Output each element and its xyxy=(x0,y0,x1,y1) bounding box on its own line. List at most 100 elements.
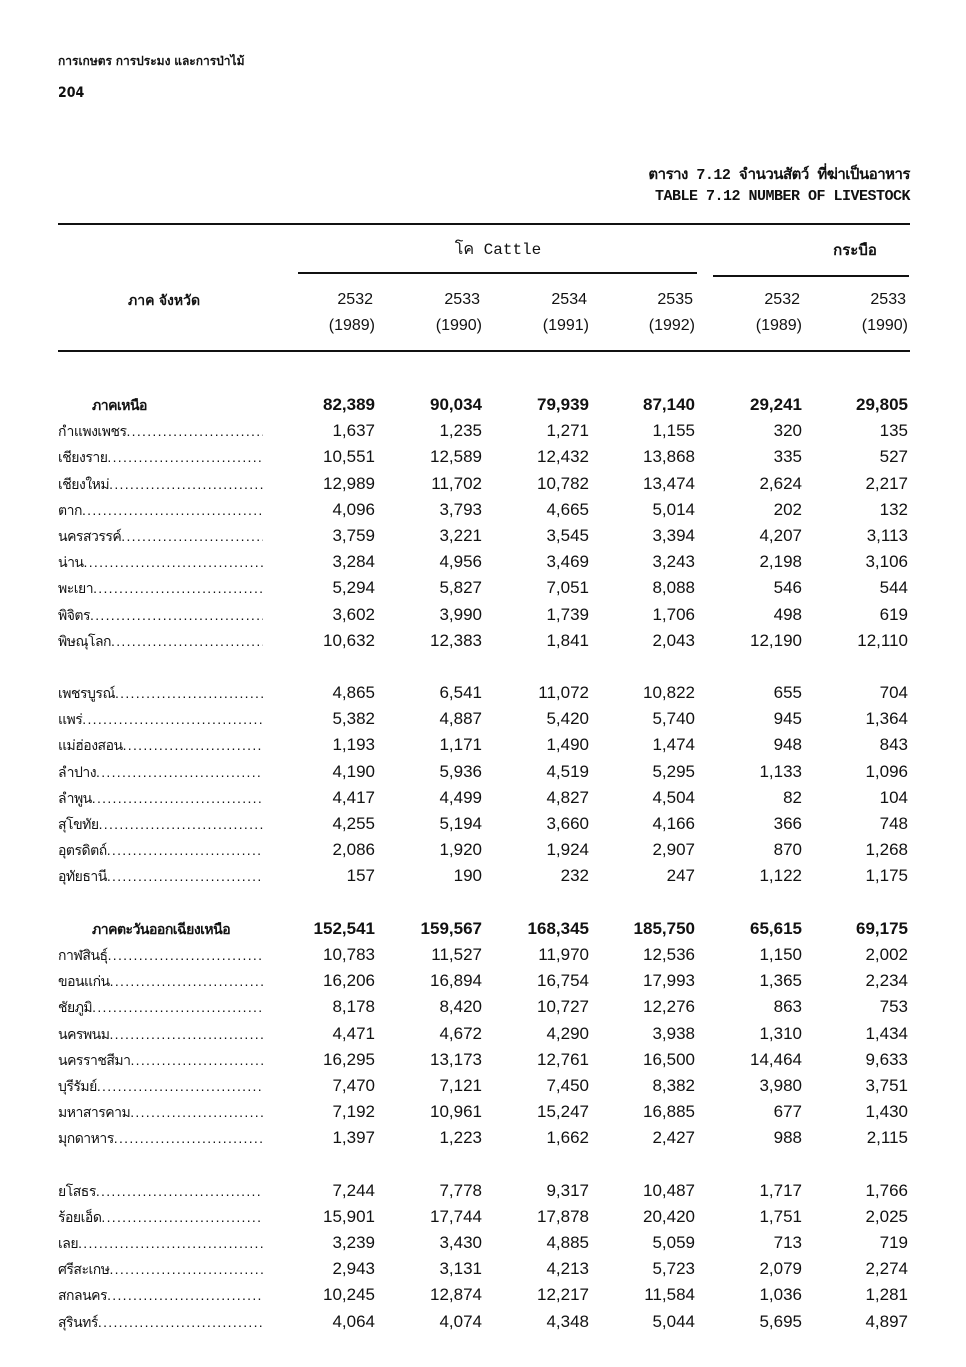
province-label: ลำพูน xyxy=(58,789,92,806)
cell-value: 29,805 xyxy=(856,395,908,414)
cell-value: 5,382 xyxy=(332,709,375,729)
province-name: ตาก.....................................… xyxy=(58,497,263,523)
cell-value: 10,632 xyxy=(323,630,375,650)
cell-value: 159,567 xyxy=(420,918,482,938)
cell-value: 4,672 xyxy=(439,1023,482,1043)
cell-value: 948 xyxy=(773,735,802,755)
cell-value: 10,961 xyxy=(430,1102,482,1122)
cell-value: 16,754 xyxy=(537,971,589,991)
cell-value: 202 xyxy=(773,499,802,519)
province-name: เพชรบูรณ์...............................… xyxy=(58,680,263,706)
cell-value: 870 xyxy=(773,840,802,860)
province-name: น่าน....................................… xyxy=(58,549,263,575)
cell-value: 753 xyxy=(879,997,908,1017)
cell-value: 1,036 xyxy=(759,1285,802,1305)
table-row: ชัยภูมิ.................................… xyxy=(0,994,966,1020)
cell-value: 5,059 xyxy=(652,1233,695,1252)
cell-value: 4,897 xyxy=(865,1311,908,1331)
cell-value: 4,885 xyxy=(546,1233,589,1252)
province-name: แพร่....................................… xyxy=(58,706,263,732)
cell-value: 157 xyxy=(346,866,375,886)
cell-value: 135 xyxy=(879,421,908,441)
cell-value: 3,113 xyxy=(866,525,908,545)
cell-value: 498 xyxy=(773,604,802,624)
cell-value: 5,044 xyxy=(652,1311,695,1331)
cell-value: 10,782 xyxy=(537,473,589,493)
buffalo-group-header: กระบือ xyxy=(833,241,877,259)
province-name: ภาคเหนือ xyxy=(92,392,292,418)
running-title: การเกษตร การประมง และการป่าไม้ xyxy=(58,54,245,68)
cell-value: 1,133 xyxy=(759,761,802,781)
cell-value: 6,541 xyxy=(439,683,482,703)
leader-dots: ........................................ xyxy=(96,763,263,780)
cell-value: 1,171 xyxy=(439,735,482,755)
column-header-year-thai: 2532 xyxy=(764,291,800,308)
column-header-year-thai: 2535 xyxy=(657,291,693,308)
cell-value: 988 xyxy=(773,1128,802,1148)
cell-value: 10,727 xyxy=(537,997,589,1017)
column-header-year-ad: (1992) xyxy=(648,317,695,334)
cell-value: 3,545 xyxy=(546,525,589,545)
cell-value: 4,096 xyxy=(332,499,375,519)
cell-value: 13,474 xyxy=(643,473,695,493)
cell-value: 2,079 xyxy=(759,1259,802,1279)
province-label: อุตรดิตถ์ xyxy=(58,842,107,859)
cell-value: 5,936 xyxy=(439,761,482,781)
cell-value: 8,088 xyxy=(652,578,695,598)
cell-value: 11,584 xyxy=(644,1285,695,1305)
cell-value: 7,051 xyxy=(546,578,589,598)
table-row: มุกดาหาร................................… xyxy=(0,1125,966,1151)
cell-value: 132 xyxy=(879,499,908,519)
cell-value: 5,723 xyxy=(652,1259,695,1279)
cell-value: 14,464 xyxy=(750,1049,802,1069)
table-row: มหาสารคาม...............................… xyxy=(0,1099,966,1125)
province-label: ภาคเหนือ xyxy=(92,397,147,413)
cell-value: 3,284 xyxy=(332,552,375,572)
cell-value: 16,894 xyxy=(430,971,482,991)
cell-value: 1,310 xyxy=(759,1023,802,1043)
cell-value: 1,637 xyxy=(332,421,375,441)
cell-value: 4,471 xyxy=(332,1023,375,1043)
cell-value: 748 xyxy=(879,814,908,833)
cell-value: 4,348 xyxy=(546,1311,589,1331)
table-row: แม่ฮ่องสอน..............................… xyxy=(0,732,966,758)
cell-value: 1,739 xyxy=(546,604,589,624)
cell-value: 1,434 xyxy=(865,1023,908,1043)
row-header: ภาค จังหวัด xyxy=(128,293,201,309)
leader-dots: ........................................ xyxy=(93,580,263,597)
cell-value: 168,345 xyxy=(527,918,589,938)
cell-value: 10,245 xyxy=(323,1285,375,1305)
province-name: ยโสธร...................................… xyxy=(58,1178,263,1204)
cell-value: 4,255 xyxy=(332,814,375,833)
cell-value: 4,865 xyxy=(332,683,375,703)
province-label: ศรีสะเกษ xyxy=(58,1261,110,1278)
cell-value: 619 xyxy=(879,604,908,624)
cell-value: 1,235 xyxy=(439,421,482,441)
table-title-english: TABLE 7.12 NUMBER OF LIVESTOCK xyxy=(654,188,911,205)
cell-value: 4,519 xyxy=(546,761,589,781)
cell-value: 1,766 xyxy=(865,1180,908,1200)
leader-dots: ........................................ xyxy=(126,423,263,440)
cell-value: 544 xyxy=(879,578,908,598)
cell-value: 3,793 xyxy=(439,499,482,519)
province-name: ลำพูน...................................… xyxy=(58,785,263,811)
province-name: พิษณุโลก................................… xyxy=(58,628,263,654)
cell-value: 10,551 xyxy=(323,447,375,467)
cell-value: 5,294 xyxy=(332,578,375,598)
cell-value: 12,383 xyxy=(430,630,482,650)
province-label: กาฬสินธุ์ xyxy=(58,946,108,963)
cell-value: 247 xyxy=(666,866,695,886)
cell-value: 11,527 xyxy=(431,944,482,964)
cell-value: 4,290 xyxy=(546,1023,589,1043)
cell-value: 2,025 xyxy=(865,1206,908,1226)
region-total-row: ภาคตะวันออกเฉียงเหนือ 152,541 159,567 168,3… xyxy=(0,916,966,942)
cell-value: 546 xyxy=(773,578,802,598)
spacer-row xyxy=(0,890,966,916)
table-title-thai: ตาราง 7.12 จำนวนสัตว์ ที่ฆ่าเป็นอาหาร xyxy=(648,167,910,184)
cell-value: 12,536 xyxy=(643,944,695,964)
cell-value: 90,034 xyxy=(430,395,482,414)
province-label: กำแพงเพชร xyxy=(58,423,127,440)
cell-value: 1,281 xyxy=(865,1285,908,1305)
leader-dots: ........................................ xyxy=(121,527,263,544)
cell-value: 945 xyxy=(773,709,802,729)
